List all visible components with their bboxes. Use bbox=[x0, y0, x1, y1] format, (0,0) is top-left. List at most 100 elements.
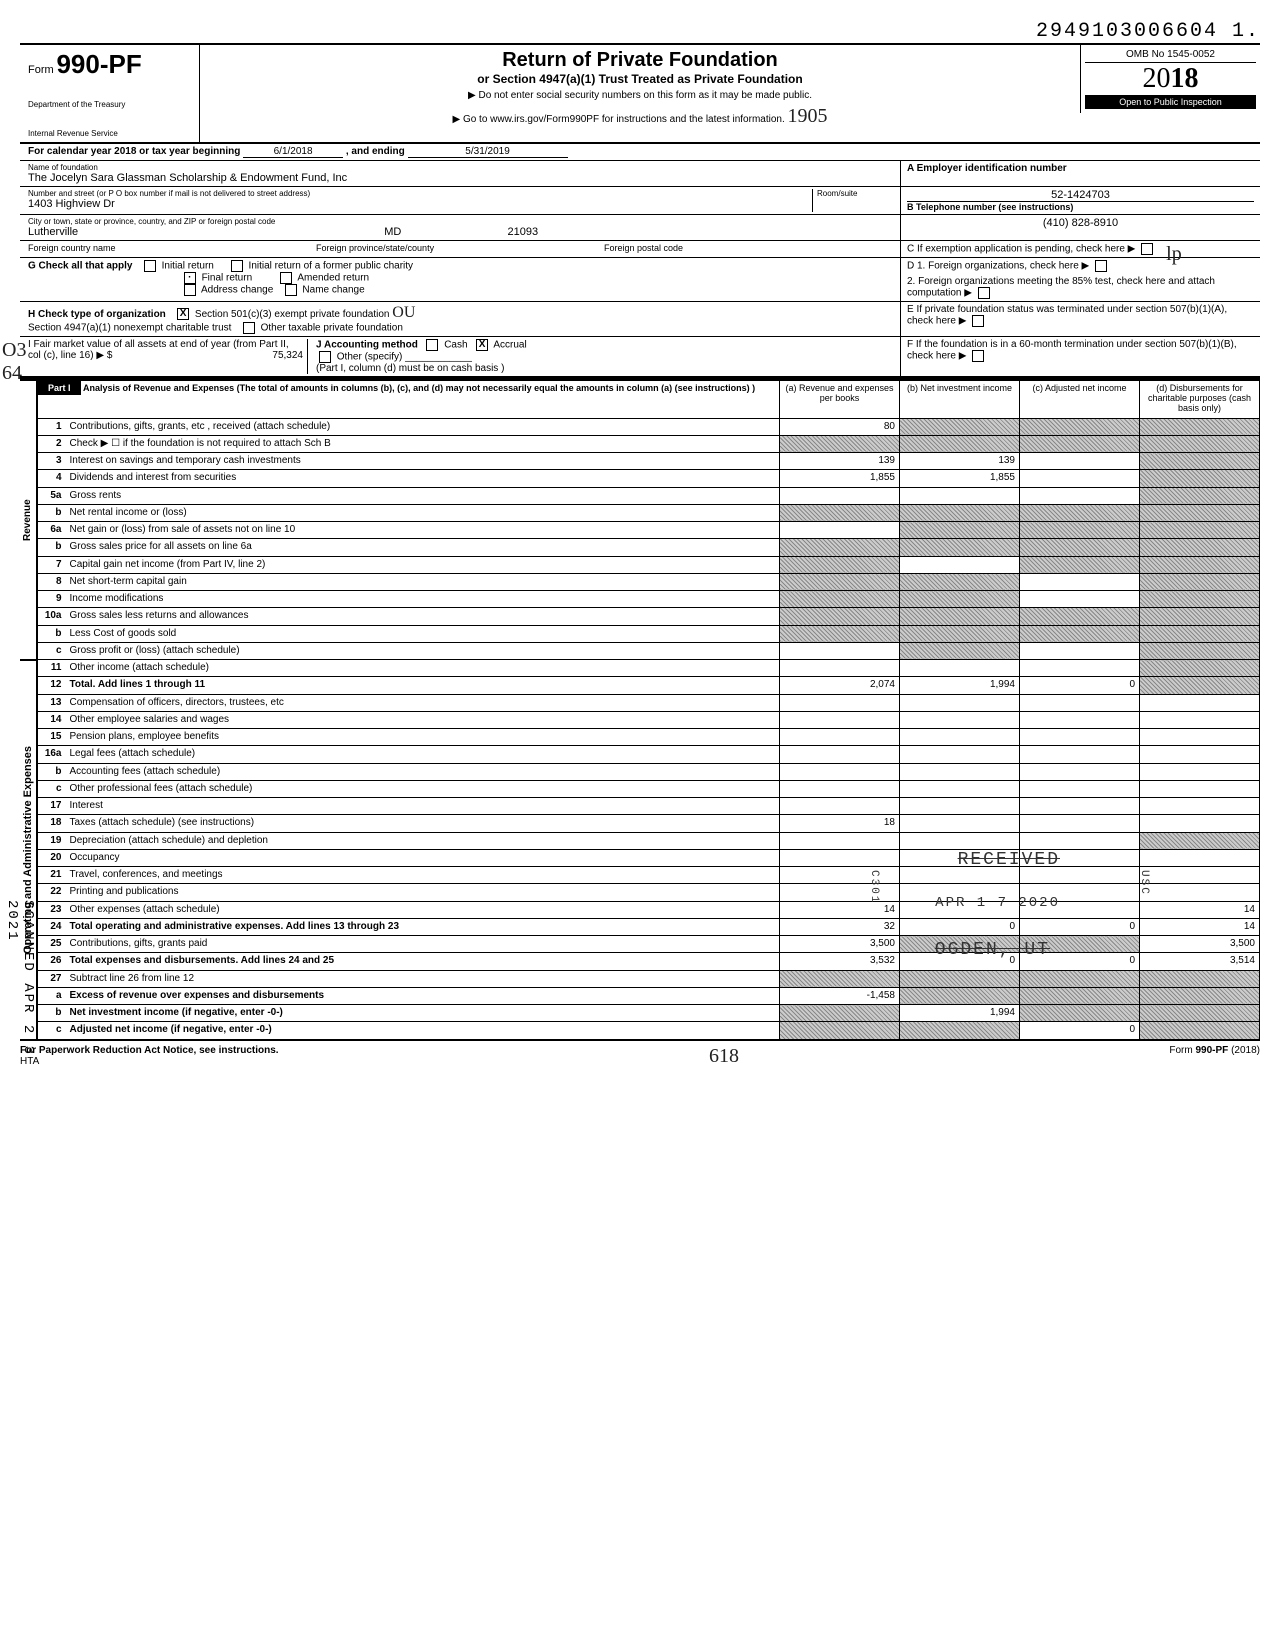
foreign-country-label: Foreign country name bbox=[28, 243, 316, 255]
table-row: 16aLegal fees (attach schedule) bbox=[38, 746, 1260, 763]
stamp-usc: USC bbox=[1138, 870, 1150, 896]
g-initial-former: Initial return of a former public charit… bbox=[249, 261, 414, 272]
c-label: C If exemption application is pending, c… bbox=[907, 244, 1125, 255]
table-row: 24Total operating and administrative exp… bbox=[38, 918, 1260, 935]
j-other: Other (specify) bbox=[337, 352, 403, 363]
g-final-cb[interactable]: · bbox=[184, 272, 196, 284]
h-opt3-cb[interactable] bbox=[243, 322, 255, 334]
e-cb[interactable] bbox=[972, 315, 984, 327]
table-row: 25Contributions, gifts, grants paid3,500… bbox=[38, 936, 1260, 953]
table-row: 27Subtract line 26 from line 12 bbox=[38, 970, 1260, 987]
table-row: aExcess of revenue over expenses and dis… bbox=[38, 987, 1260, 1004]
col-a: (a) Revenue and expenses per books bbox=[780, 381, 900, 419]
year-suffix: 18 bbox=[1171, 63, 1199, 94]
table-row: 23Other expenses (attach schedule)1414 bbox=[38, 901, 1260, 918]
ein-label: A Employer identification number bbox=[907, 163, 1254, 174]
g-initial: Initial return bbox=[162, 261, 214, 272]
f-cb[interactable] bbox=[972, 350, 984, 362]
form-subtitle: or Section 4947(a)(1) Trust Treated as P… bbox=[208, 72, 1072, 86]
hand-lp: lp bbox=[1166, 243, 1182, 266]
form-number: 990-PF bbox=[56, 49, 141, 79]
h-label: H Check type of organization bbox=[28, 309, 166, 320]
table-row: 14Other employee salaries and wages bbox=[38, 711, 1260, 728]
room-label: Room/suite bbox=[817, 189, 892, 198]
d2-cb[interactable] bbox=[978, 287, 990, 299]
g-name-change: Name change bbox=[302, 285, 364, 296]
table-row: 22Printing and publications bbox=[38, 884, 1260, 901]
table-row: bLess Cost of goods sold bbox=[38, 625, 1260, 642]
table-row: bGross sales price for all assets on lin… bbox=[38, 539, 1260, 556]
state: MD bbox=[384, 226, 401, 238]
g-amended: Amended return bbox=[297, 273, 369, 284]
g-amended-cb[interactable] bbox=[280, 272, 292, 284]
j-accrual: Accrual bbox=[493, 340, 526, 351]
g-final: Final return bbox=[202, 273, 253, 284]
table-row: 12Total. Add lines 1 through 112,0741,99… bbox=[38, 677, 1260, 694]
table-row: 3Interest on savings and temporary cash … bbox=[38, 453, 1260, 470]
table-row: 18Taxes (attach schedule) (see instructi… bbox=[38, 815, 1260, 832]
f-label: F If the foundation is in a 60-month ter… bbox=[907, 339, 1237, 362]
table-row: bAccounting fees (attach schedule) bbox=[38, 763, 1260, 780]
table-row: bNet investment income (if negative, ent… bbox=[38, 1005, 1260, 1022]
table-row: 26Total expenses and disbursements. Add … bbox=[38, 953, 1260, 970]
g-label: G Check all that apply bbox=[28, 261, 132, 272]
form-note1: ▶ Do not enter social security numbers o… bbox=[208, 90, 1072, 101]
foreign-province-label: Foreign province/state/county bbox=[316, 243, 604, 255]
col-c: (c) Adjusted net income bbox=[1020, 381, 1140, 419]
year-prefix: 20 bbox=[1143, 63, 1171, 94]
stamp-scanned: SCANNED APR 2 3 2021 bbox=[4, 900, 36, 1088]
d1-label: D 1. Foreign organizations, check here bbox=[907, 261, 1079, 272]
table-row: 13Compensation of officers, directors, t… bbox=[38, 694, 1260, 711]
part1-tab: Part I bbox=[38, 381, 81, 395]
i-label: I Fair market value of all assets at end… bbox=[28, 339, 289, 361]
financial-table: Part I Analysis of Revenue and Expenses … bbox=[37, 380, 1260, 1040]
j-label: J Accounting method bbox=[316, 340, 418, 351]
j-other-cb[interactable] bbox=[319, 351, 331, 363]
name-label: Name of foundation bbox=[28, 163, 892, 172]
hand-618: 618 bbox=[709, 1045, 739, 1068]
hand-ou: OU bbox=[392, 304, 415, 321]
hand-1905: 1905 bbox=[788, 105, 828, 127]
table-row: 10aGross sales less returns and allowanc… bbox=[38, 608, 1260, 625]
j-cash: Cash bbox=[444, 340, 467, 351]
g-initial-former-cb[interactable] bbox=[231, 260, 243, 272]
footer-right: Form Form 990-PF (2018)990-PF (2018) bbox=[1169, 1045, 1260, 1068]
city-label: City or town, state or province, country… bbox=[28, 217, 892, 226]
h-opt1-cb[interactable]: X bbox=[177, 308, 189, 320]
table-row: 5aGross rents bbox=[38, 487, 1260, 504]
part1-title: Analysis of Revenue and Expenses (The to… bbox=[83, 383, 755, 393]
cal-end: 5/31/2019 bbox=[408, 146, 568, 158]
ein: 52-1424703 bbox=[907, 189, 1254, 202]
table-row: 2Check ▶ ☐ if the foundation is not requ… bbox=[38, 435, 1260, 452]
stamp-received: RECEIVED bbox=[958, 850, 1060, 870]
c-checkbox[interactable] bbox=[1141, 243, 1153, 255]
j-accrual-cb[interactable]: X bbox=[476, 339, 488, 351]
stamp-ogden: OGDEN, UT bbox=[935, 940, 1050, 960]
table-row: 20Occupancy bbox=[38, 849, 1260, 866]
city: Lutherville bbox=[28, 226, 78, 238]
j-note: (Part I, column (d) must be on cash basi… bbox=[316, 363, 504, 374]
j-cash-cb[interactable] bbox=[426, 339, 438, 351]
dept1: Department of the Treasury bbox=[28, 100, 191, 109]
dept2: Internal Revenue Service bbox=[28, 129, 191, 138]
table-row: cOther professional fees (attach schedul… bbox=[38, 780, 1260, 797]
street: 1403 Highview Dr bbox=[28, 198, 812, 210]
g-name-cb[interactable] bbox=[285, 284, 297, 296]
g-address: Address change bbox=[201, 285, 273, 296]
g-initial-cb[interactable] bbox=[144, 260, 156, 272]
omb: OMB No 1545-0052 bbox=[1085, 49, 1256, 63]
hand-o3: O3 bbox=[2, 339, 26, 362]
g-address-cb[interactable] bbox=[184, 284, 196, 296]
table-row: 4Dividends and interest from securities1… bbox=[38, 470, 1260, 487]
inspection: Open to Public Inspection bbox=[1085, 95, 1256, 109]
stamp-c301: C301 bbox=[868, 870, 880, 904]
foundation-name: The Jocelyn Sara Glassman Scholarship & … bbox=[28, 172, 892, 184]
d1-cb[interactable] bbox=[1095, 260, 1107, 272]
col-b: (b) Net investment income bbox=[900, 381, 1020, 419]
d2-label: 2. Foreign organizations meeting the 85%… bbox=[907, 276, 1215, 299]
h-opt1: Section 501(c)(3) exempt private foundat… bbox=[195, 309, 390, 320]
h-opt3: Other taxable private foundation bbox=[261, 323, 403, 334]
table-row: 9Income modifications bbox=[38, 591, 1260, 608]
note2-text: ▶ Go to www.irs.gov/Form990PF for instru… bbox=[452, 114, 784, 125]
table-row: 8Net short-term capital gain bbox=[38, 573, 1260, 590]
